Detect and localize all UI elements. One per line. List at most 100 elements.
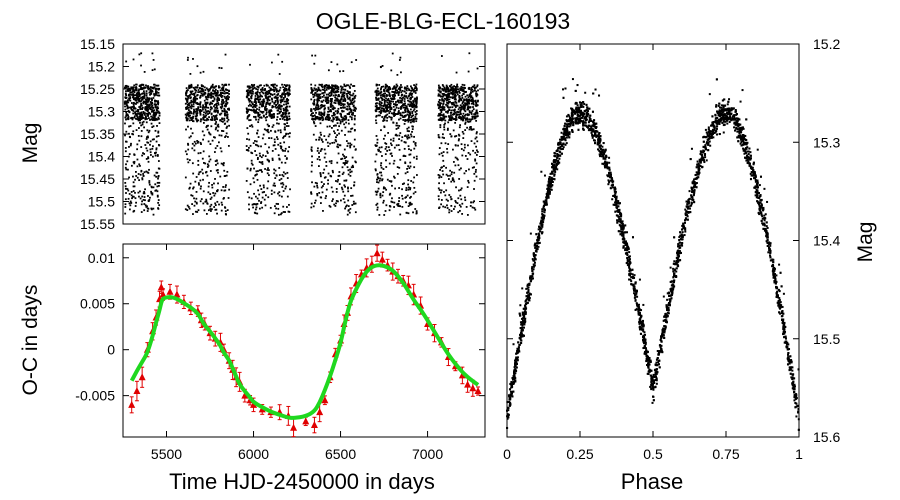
- lc-point: [257, 98, 260, 101]
- lc-point: [153, 112, 155, 115]
- lc-point: [205, 114, 208, 117]
- lc-point: [413, 176, 416, 179]
- lc-point: [245, 107, 248, 110]
- lc-point: [475, 92, 477, 95]
- lc-point: [285, 103, 288, 106]
- phase-point: [734, 109, 737, 112]
- lc-point: [321, 96, 324, 98]
- lc-point: [339, 101, 341, 103]
- lc-point: [379, 88, 382, 91]
- lc-point: [401, 194, 403, 197]
- lc-point: [133, 115, 136, 118]
- lc-point: [461, 213, 464, 215]
- lc-point: [450, 171, 453, 174]
- lc-point: [375, 104, 378, 107]
- lc-point: [270, 129, 272, 132]
- lc-point: [264, 106, 267, 108]
- lc-point: [379, 164, 382, 167]
- lc-point: [384, 147, 387, 150]
- lc-point: [384, 110, 387, 113]
- lc-point: [289, 188, 291, 191]
- lc-point: [396, 91, 399, 94]
- lc-point: [127, 109, 130, 112]
- lc-point: [437, 93, 440, 96]
- lc-point: [151, 89, 153, 92]
- lc-point: [348, 93, 351, 96]
- lc-point: [453, 110, 456, 113]
- lc-point: [129, 200, 132, 203]
- lc-point: [136, 176, 139, 179]
- lc-point: [201, 157, 204, 160]
- lc-point: [216, 89, 219, 92]
- lc-point: [449, 100, 451, 103]
- lc-point: [471, 88, 474, 91]
- lc-point: [253, 181, 256, 184]
- lc-point: [407, 212, 410, 215]
- lc-point: [155, 147, 158, 150]
- lc-point: [286, 177, 289, 179]
- lc-point: [380, 171, 383, 174]
- lc-point: [280, 212, 283, 215]
- lc-point: [147, 141, 150, 144]
- lc-point: [219, 113, 222, 116]
- lc-point: [472, 108, 475, 111]
- lc-point: [258, 101, 261, 104]
- lc-point: [194, 86, 197, 89]
- lc-point: [343, 201, 346, 204]
- lc-point: [151, 52, 154, 55]
- lc-point: [352, 85, 354, 87]
- lc-point: [135, 83, 138, 86]
- lc-point: [150, 122, 153, 125]
- lc-point: [272, 124, 275, 127]
- lc-point: [384, 187, 386, 190]
- lc-point: [136, 101, 139, 104]
- lc-point: [335, 202, 337, 205]
- lc-point: [375, 93, 378, 95]
- lc-point: [396, 85, 399, 87]
- lc-point: [271, 150, 274, 152]
- lc-point: [397, 99, 399, 102]
- lc-point: [210, 91, 213, 94]
- lc-point: [412, 103, 415, 106]
- lc-point: [248, 100, 251, 103]
- lc-point: [153, 99, 156, 102]
- lc-point: [288, 85, 291, 88]
- lc-point: [475, 169, 477, 171]
- lc-point: [462, 93, 465, 95]
- lc-point: [375, 122, 378, 124]
- lc-point: [215, 106, 218, 108]
- xtick-label: 5500: [151, 446, 182, 462]
- lc-point: [198, 183, 200, 186]
- lc-point: [379, 65, 382, 68]
- lc-point: [137, 96, 140, 99]
- lc-point: [188, 94, 191, 97]
- lc-point: [472, 103, 475, 106]
- lc-point: [143, 95, 146, 98]
- lc-point: [224, 83, 226, 86]
- lc-point: [333, 88, 336, 91]
- lc-point: [412, 104, 415, 107]
- lc-point: [142, 175, 145, 177]
- time-lightcurve-ylabel: Mag: [19, 123, 42, 164]
- lc-point: [220, 201, 223, 204]
- lc-point: [157, 103, 159, 106]
- lc-point: [313, 94, 316, 97]
- lc-point: [412, 119, 415, 122]
- lc-point: [154, 90, 157, 93]
- lc-point: [311, 54, 314, 57]
- lc-point: [273, 83, 276, 86]
- lc-point: [155, 99, 157, 102]
- lc-point: [221, 91, 224, 94]
- lc-point: [265, 129, 268, 132]
- lc-point: [192, 186, 195, 189]
- lc-point: [310, 170, 313, 173]
- lc-point: [470, 113, 473, 115]
- lc-point: [282, 109, 285, 112]
- lc-point: [271, 94, 274, 96]
- lc-point: [329, 100, 332, 102]
- lc-point: [442, 113, 445, 116]
- lc-point: [257, 121, 260, 124]
- lc-point: [260, 169, 263, 171]
- lc-point: [226, 113, 229, 116]
- lc-point: [393, 109, 396, 111]
